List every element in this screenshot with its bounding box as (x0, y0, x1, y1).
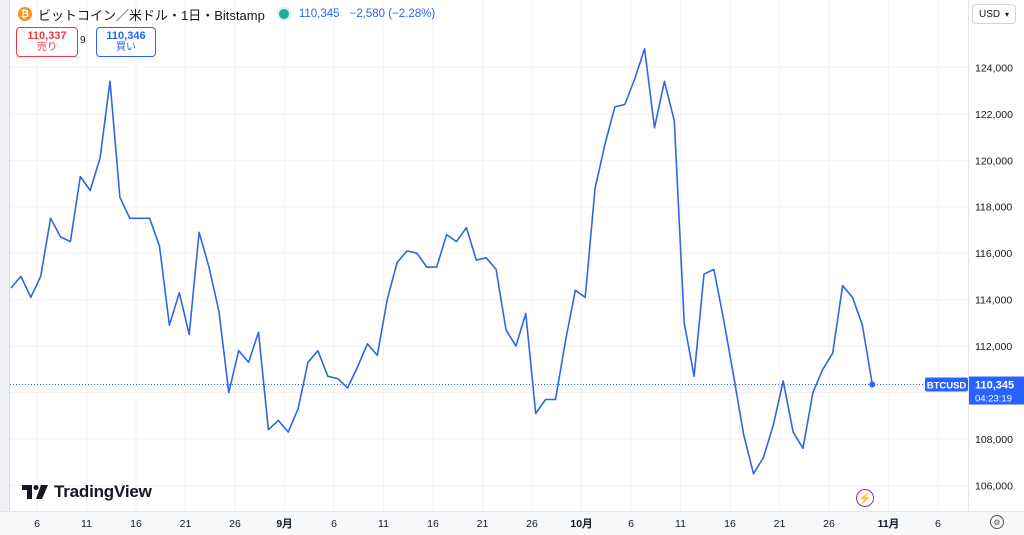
currency-label: USD (979, 8, 1001, 20)
x-tick-label: 9月 (276, 518, 292, 530)
x-tick-label: 21 (774, 518, 786, 530)
y-tick-label: 116,000 (975, 248, 1012, 260)
buy-button[interactable]: 110,346 買い (96, 27, 156, 57)
price-series-line (10, 47, 874, 475)
header-price: 110,345 (298, 8, 340, 20)
buy-label: 買い (116, 42, 136, 53)
symbol-title[interactable]: ビットコイン／米ドル・1日・Bitstamp (38, 7, 265, 23)
currency-select[interactable]: USD ▾ (972, 4, 1016, 24)
x-tick-label: 21 (180, 518, 192, 530)
x-tick-label: 11 (378, 518, 389, 530)
x-tick-label: 6 (628, 518, 634, 530)
y-tick-label: 112,000 (975, 341, 1012, 353)
x-tick-label: 6 (34, 518, 40, 530)
last-price-label: 110,345 (975, 380, 1014, 392)
countdown-label: 04:23:19 (975, 394, 1012, 405)
symbol-tag (925, 377, 968, 392)
x-tick-label: 6 (935, 518, 941, 530)
symbol-header[interactable]: ₿ ビットコイン／米ドル・1日・Bitstamp 110,345 −2,580 … (18, 5, 435, 23)
spread-value: 9 (80, 35, 86, 46)
tradingview-mark-icon (22, 485, 48, 499)
price-scale-separator (968, 0, 969, 534)
gear-icon[interactable]: ⚙ (990, 515, 1004, 529)
time-axis: 6 11 16 21 26 9月 6 11 16 21 26 10月 6 11 16 21 26 11月 6 (34, 518, 941, 530)
x-tick-label: 16 (724, 518, 736, 530)
x-tick-label: 10月 (570, 518, 592, 530)
y-tick-label: 106,000 (975, 480, 1013, 492)
header-change: −2,580 (−2.28%) (349, 8, 436, 20)
price-axis: 106,000108,000110,000112,000114,000116,0… (975, 62, 1013, 492)
x-tick-label: 11 (81, 518, 92, 530)
sell-label: 売り (37, 42, 57, 53)
x-tick-label: 16 (130, 518, 142, 530)
market-open-status-icon (278, 9, 289, 19)
x-tick-label: 26 (526, 518, 538, 530)
x-tick-label: 11 (675, 518, 686, 530)
sell-price: 110,337 (27, 30, 67, 42)
lightning-icon[interactable]: ⚡ (856, 489, 874, 507)
chevron-down-icon: ▾ (1004, 9, 1009, 19)
buy-price: 110,346 (106, 30, 146, 42)
x-tick-label: 26 (823, 518, 835, 530)
tradingview-logo[interactable]: TradingView (22, 482, 152, 502)
logo-wordmark: TradingView (54, 482, 152, 501)
x-tick-label: 16 (427, 518, 439, 530)
y-tick-label: 118,000 (975, 202, 1012, 214)
x-tick-label: 21 (477, 518, 489, 530)
last-price-badge (969, 376, 1024, 405)
x-tick-label: 26 (229, 518, 241, 530)
chart-grid (10, 0, 968, 511)
y-tick-label: 122,000 (975, 109, 1013, 121)
y-tick-label: 120,000 (975, 155, 1013, 167)
last-price-point (869, 381, 876, 388)
y-tick-label: 124,000 (975, 62, 1013, 74)
y-tick-label: 108,000 (975, 434, 1013, 446)
time-scale-bar[interactable] (0, 511, 1024, 535)
bitcoin-icon: ₿ (18, 7, 32, 21)
x-tick-label: 6 (331, 518, 337, 530)
x-tick-label: 11月 (878, 518, 900, 530)
sell-button[interactable]: 110,337 売り (16, 27, 78, 57)
y-tick-label: 114,000 (975, 295, 1012, 307)
left-toolbar-edge (0, 0, 10, 534)
symbol-tag-label: BTCUSD (927, 381, 967, 392)
